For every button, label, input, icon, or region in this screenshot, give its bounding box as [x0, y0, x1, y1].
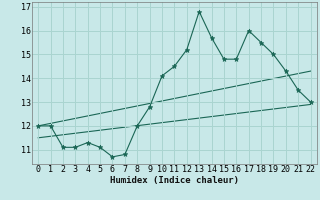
X-axis label: Humidex (Indice chaleur): Humidex (Indice chaleur)	[110, 176, 239, 185]
